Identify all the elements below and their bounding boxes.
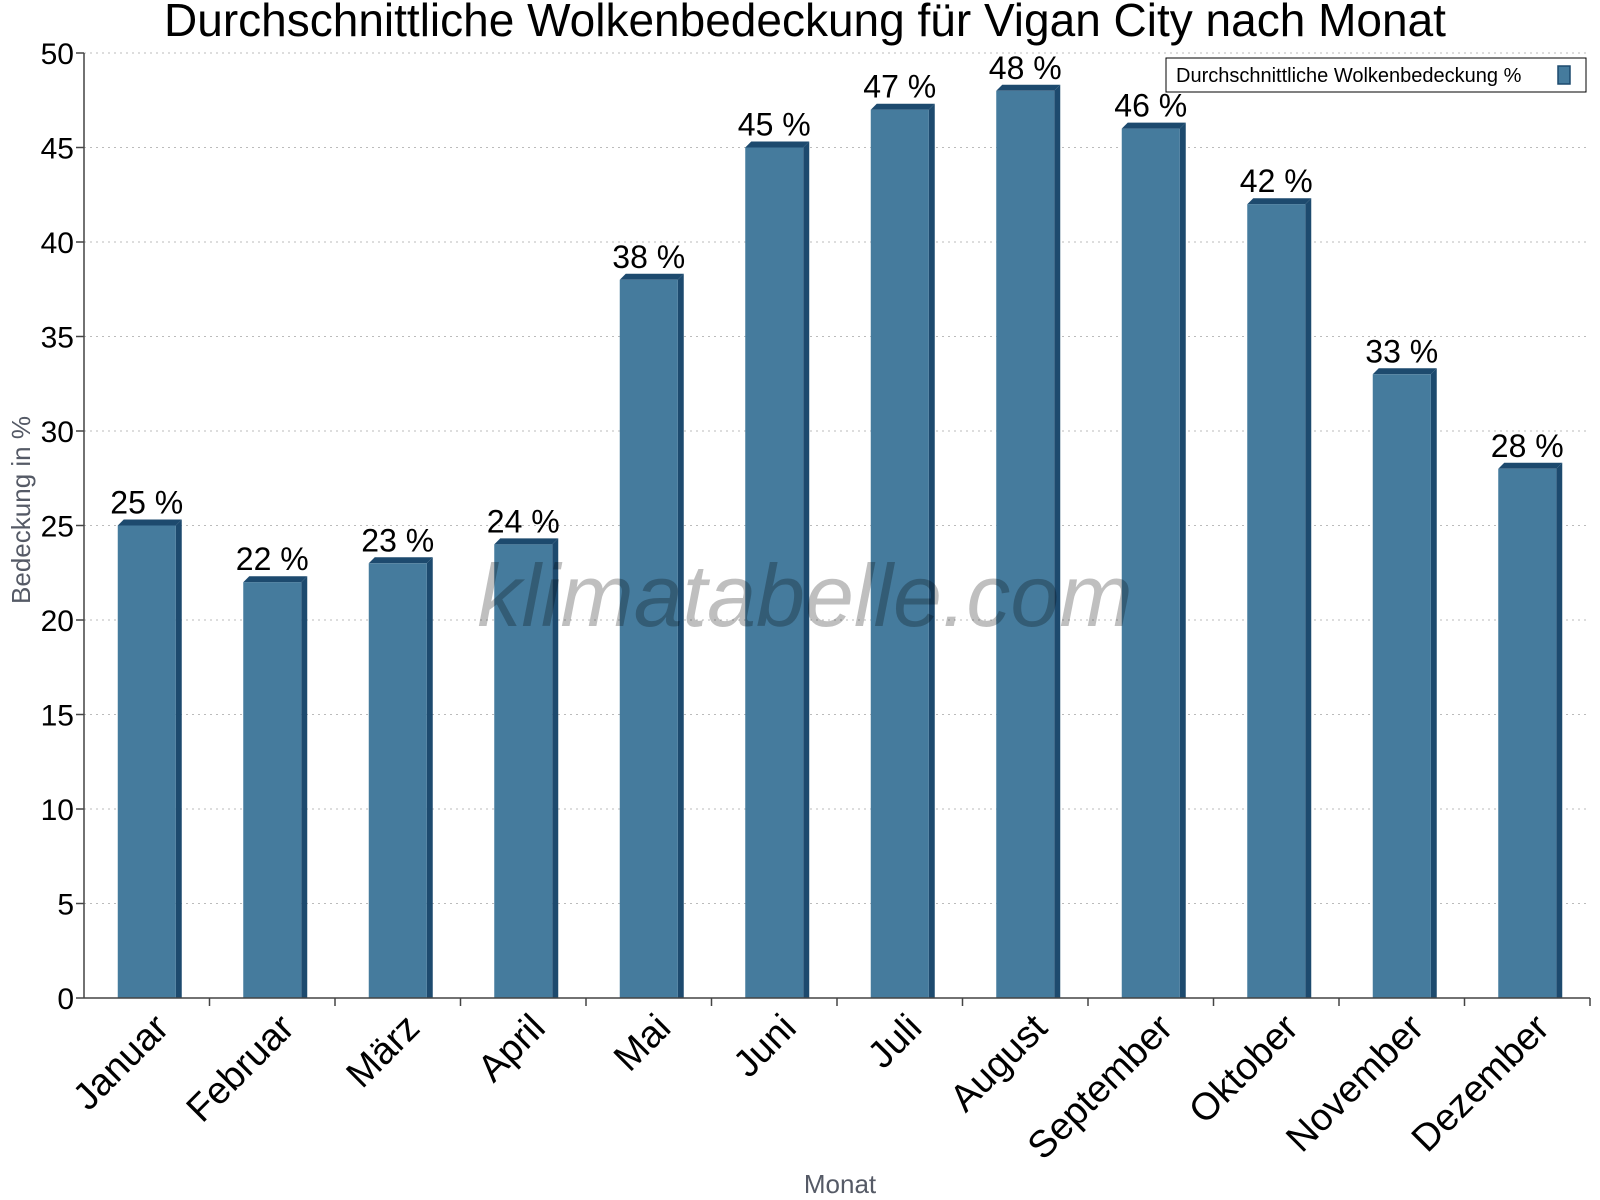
bar-top xyxy=(745,141,810,148)
bar-top xyxy=(1121,122,1186,129)
bar-front xyxy=(368,563,427,998)
bars xyxy=(117,84,1563,999)
data-label: 22 % xyxy=(236,541,309,577)
bar-side xyxy=(928,103,935,998)
bar-top xyxy=(870,103,935,110)
bar xyxy=(494,538,559,998)
bar-front xyxy=(1121,128,1180,999)
bar xyxy=(1498,462,1563,998)
x-tick-label: Februar xyxy=(179,1006,303,1130)
bar xyxy=(117,519,182,998)
bar-side xyxy=(1556,462,1563,998)
y-axis-label: Bedeckung in % xyxy=(6,416,36,604)
x-tick-label: Mai xyxy=(606,1007,679,1080)
watermark: klimatabelle.com xyxy=(477,546,1132,645)
bar-top xyxy=(494,538,559,545)
bar-side xyxy=(1305,198,1312,998)
y-tick-label: 10 xyxy=(41,794,74,827)
y-tick-label: 20 xyxy=(41,605,74,638)
y-tick-label: 30 xyxy=(41,416,74,449)
legend-swatch xyxy=(1557,65,1571,85)
bar-side xyxy=(803,141,810,998)
bar-side xyxy=(426,557,433,998)
x-axis-label: Monat xyxy=(804,1169,877,1199)
bar-side xyxy=(1179,122,1186,999)
y-tick-label: 40 xyxy=(41,227,74,260)
x-tick-label: April xyxy=(470,1007,553,1090)
y-tick-label: 45 xyxy=(41,133,74,166)
data-label: 24 % xyxy=(487,503,560,539)
legend-label: Durchschnittliche Wolkenbedeckung % xyxy=(1176,65,1522,87)
bar-front xyxy=(117,525,176,998)
axes xyxy=(83,53,1590,999)
bar-side xyxy=(552,538,559,998)
bar-front xyxy=(996,90,1055,999)
data-label: 48 % xyxy=(989,50,1062,86)
data-label: 45 % xyxy=(738,107,811,143)
y-tick-label: 25 xyxy=(41,511,74,544)
bar-front xyxy=(745,147,804,998)
bar-top xyxy=(619,273,684,280)
y-tick-label: 35 xyxy=(41,322,74,355)
bar-side xyxy=(1054,84,1061,999)
legend: Durchschnittliche Wolkenbedeckung % xyxy=(1165,57,1587,93)
x-tick-label: Oktober xyxy=(1181,1006,1307,1132)
bar-side xyxy=(175,519,182,998)
bar-front xyxy=(243,582,302,998)
y-tick-label: 5 xyxy=(57,889,74,922)
y-axis-ticks: 0 5 10 15 20 25 30 35 40 45 50 xyxy=(41,38,84,1016)
y-tick-label: 50 xyxy=(41,38,74,71)
bar-front xyxy=(1498,468,1557,998)
x-tick-label: Juni xyxy=(726,1007,805,1086)
bar-top xyxy=(243,576,308,583)
x-tick-label: Dezember xyxy=(1404,1006,1558,1160)
bar xyxy=(1121,122,1186,999)
data-label: 23 % xyxy=(361,522,434,558)
x-tick-label: August xyxy=(942,1006,1056,1120)
bar xyxy=(1247,198,1312,998)
data-label: 28 % xyxy=(1491,428,1564,464)
bar-front xyxy=(1247,204,1306,998)
legend-box xyxy=(1165,57,1587,93)
bar-front xyxy=(494,544,553,998)
x-tick-label: März xyxy=(339,1007,428,1096)
y-tick-label: 15 xyxy=(41,700,74,733)
bar xyxy=(996,84,1061,999)
bar-top xyxy=(368,557,433,564)
data-label: 25 % xyxy=(110,485,183,521)
bar-front xyxy=(870,109,929,998)
bar-top xyxy=(117,519,182,526)
y-tick-label: 0 xyxy=(57,983,74,1016)
bar-top xyxy=(1498,462,1563,469)
bar-side xyxy=(301,576,308,998)
bar xyxy=(368,557,433,998)
bar-top xyxy=(1247,198,1312,205)
x-axis-ticks: Januar Februar März April Mai Juni Juli AugustS… xyxy=(65,998,1591,1168)
data-label: 46 % xyxy=(1114,88,1187,124)
data-label: 33 % xyxy=(1365,333,1438,369)
bar-side xyxy=(1430,368,1437,998)
bar xyxy=(745,141,810,998)
chart-title: Durchschnittliche Wolkenbedeckung für Vi… xyxy=(164,0,1446,46)
bar-front xyxy=(619,279,678,998)
bar-top xyxy=(1372,368,1437,375)
bar xyxy=(1372,368,1437,998)
bar-top xyxy=(996,84,1061,91)
bar-front xyxy=(1372,374,1431,998)
bar xyxy=(619,273,684,998)
data-label: 47 % xyxy=(863,69,936,105)
bar-side xyxy=(677,273,684,998)
x-tick-label: Januar xyxy=(65,1006,177,1118)
x-tick-label: Juli xyxy=(860,1007,930,1077)
data-label: 42 % xyxy=(1240,163,1313,199)
bar xyxy=(870,103,935,998)
data-labels: 25 % 22 % 23 % 24 % 38 % 45 % 47 % 48 % 46 % 42 %… xyxy=(110,50,1563,577)
grid-lines xyxy=(84,52,1590,904)
data-label: 38 % xyxy=(612,239,685,275)
bar xyxy=(243,576,308,998)
